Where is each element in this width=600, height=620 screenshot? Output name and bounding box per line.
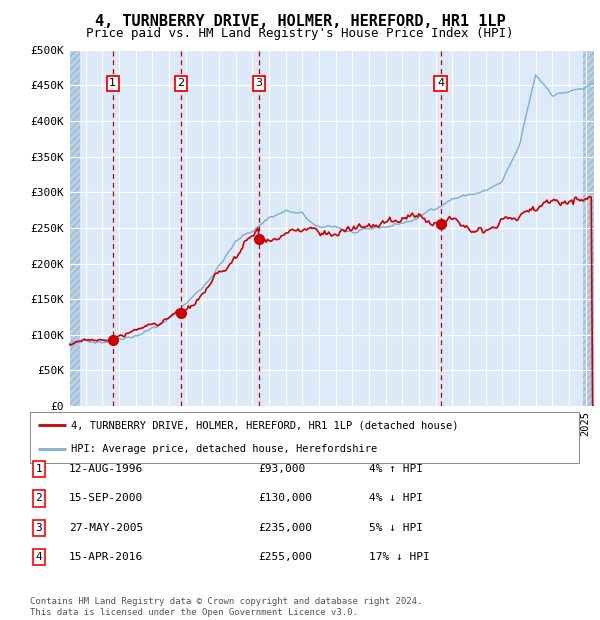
Text: 17% ↓ HPI: 17% ↓ HPI xyxy=(369,552,430,562)
Text: 12-AUG-1996: 12-AUG-1996 xyxy=(69,464,143,474)
Text: 3: 3 xyxy=(256,79,263,89)
Text: £93,000: £93,000 xyxy=(258,464,305,474)
Text: Contains HM Land Registry data © Crown copyright and database right 2024.
This d: Contains HM Land Registry data © Crown c… xyxy=(30,598,422,617)
Text: 4% ↑ HPI: 4% ↑ HPI xyxy=(369,464,423,474)
Text: 1: 1 xyxy=(35,464,43,474)
Text: Price paid vs. HM Land Registry's House Price Index (HPI): Price paid vs. HM Land Registry's House … xyxy=(86,27,514,40)
Text: HPI: Average price, detached house, Herefordshire: HPI: Average price, detached house, Here… xyxy=(71,445,377,454)
Text: 5% ↓ HPI: 5% ↓ HPI xyxy=(369,523,423,533)
Text: 27-MAY-2005: 27-MAY-2005 xyxy=(69,523,143,533)
Text: 2: 2 xyxy=(35,494,43,503)
Bar xyxy=(69,50,80,406)
Text: £235,000: £235,000 xyxy=(258,523,312,533)
Text: 4, TURNBERRY DRIVE, HOLMER, HEREFORD, HR1 1LP: 4, TURNBERRY DRIVE, HOLMER, HEREFORD, HR… xyxy=(95,14,505,29)
Text: £130,000: £130,000 xyxy=(258,494,312,503)
Text: 4: 4 xyxy=(437,79,444,89)
Text: 15-APR-2016: 15-APR-2016 xyxy=(69,552,143,562)
Text: 15-SEP-2000: 15-SEP-2000 xyxy=(69,494,143,503)
Text: 4, TURNBERRY DRIVE, HOLMER, HEREFORD, HR1 1LP (detached house): 4, TURNBERRY DRIVE, HOLMER, HEREFORD, HR… xyxy=(71,420,458,430)
Text: 1: 1 xyxy=(109,79,116,89)
Text: 4% ↓ HPI: 4% ↓ HPI xyxy=(369,494,423,503)
Text: 2: 2 xyxy=(177,79,184,89)
Text: 4: 4 xyxy=(35,552,43,562)
Bar xyxy=(583,50,594,406)
Text: £255,000: £255,000 xyxy=(258,552,312,562)
Text: 3: 3 xyxy=(35,523,43,533)
